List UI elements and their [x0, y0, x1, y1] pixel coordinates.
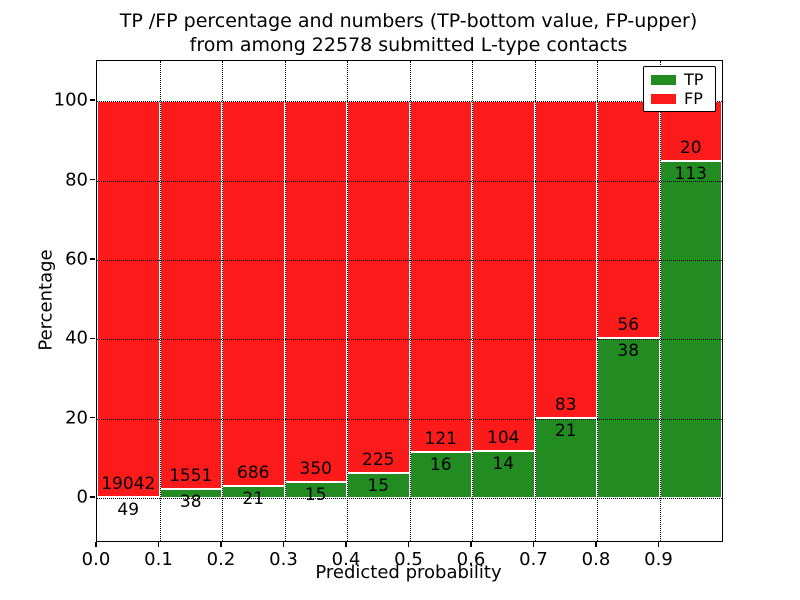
- gridline-v: [222, 61, 223, 541]
- y-tick-mark: [90, 178, 95, 181]
- gridline-v: [284, 61, 286, 541]
- gridline-v: [347, 61, 348, 541]
- fp-count-label: 686: [237, 463, 270, 484]
- fp-count-label: 56: [617, 314, 640, 335]
- x-tick-mark: [470, 542, 472, 547]
- x-tick-mark: [532, 542, 535, 547]
- x-tick-label: 0.1: [144, 549, 173, 570]
- fp-count-label: 1551: [169, 465, 213, 486]
- y-tick-label: 100: [53, 89, 88, 111]
- x-tick-mark: [345, 542, 347, 547]
- legend-label-fp: FP: [684, 89, 703, 108]
- legend-swatch-tp-icon: [651, 74, 676, 85]
- tp-count-label: 15: [304, 484, 327, 505]
- y-tick-mark: [90, 99, 95, 101]
- x-tick-mark: [220, 542, 222, 547]
- x-tick-label: 0.0: [81, 549, 111, 570]
- tp-count-label: 38: [179, 491, 202, 512]
- y-tick-mark: [90, 416, 95, 419]
- legend-label-tp: TP: [684, 70, 704, 89]
- tp-count-label: 15: [367, 476, 390, 497]
- gridline-v: [659, 61, 661, 541]
- y-tick-label: 40: [65, 327, 88, 349]
- gridline-v: [597, 61, 598, 541]
- chart-title-line1: TP /FP percentage and numbers (TP-bottom…: [119, 10, 698, 32]
- x-tick-label: 0.9: [644, 549, 673, 570]
- bar-tp-segment: [409, 451, 472, 499]
- y-tick-label: 0: [76, 486, 88, 508]
- bar-fp-segment: [159, 101, 222, 489]
- y-tick-label: 20: [65, 407, 88, 429]
- x-tick-label: 0.8: [581, 549, 611, 570]
- bar-fp-segment: [97, 101, 160, 498]
- bar-fp-segment: [222, 101, 285, 487]
- y-tick-mark: [90, 496, 95, 498]
- x-tick-mark: [95, 542, 97, 547]
- x-tick-mark: [595, 542, 597, 547]
- gridline-v: [409, 61, 411, 541]
- gridline-v: [472, 61, 473, 541]
- x-tick-label: 0.5: [394, 549, 423, 570]
- chart-title-line2: from among 22578 submitted L-type contac…: [189, 34, 628, 56]
- fp-count-label: 121: [424, 428, 457, 449]
- legend-entry-tp: TP: [651, 70, 715, 89]
- bars-layer: [97, 61, 722, 541]
- tp-count-label: 21: [242, 489, 265, 510]
- tp-count-label: 16: [429, 454, 452, 475]
- tp-count-label: 21: [554, 420, 577, 441]
- bar-tp-segment: [659, 160, 722, 499]
- bar-fp-segment: [597, 101, 660, 338]
- x-tick-label: 0.4: [331, 549, 361, 570]
- x-tick-label: 0.2: [206, 549, 236, 570]
- bar-fp-segment: [284, 101, 347, 482]
- grid-layer: [97, 61, 722, 541]
- bar-fp-segment: [409, 101, 472, 452]
- fp-count-label: 104: [487, 428, 520, 449]
- x-tick-label: 0.6: [456, 549, 486, 570]
- fp-count-label: 225: [362, 450, 395, 471]
- bar-fp-segment: [472, 101, 535, 452]
- bar-tp-segment: [534, 417, 597, 499]
- y-tick-mark: [90, 337, 95, 340]
- plot-area: 19042 49 1551 38 686 21 350 15 225 15 121 16 104 14 83…: [96, 60, 723, 542]
- x-tick-mark: [407, 542, 410, 547]
- x-axis-label: Predicted probability: [315, 562, 502, 583]
- bar-fp-segment: [347, 101, 410, 474]
- tp-count-label: 113: [674, 163, 707, 184]
- fp-count-label: 350: [299, 458, 332, 479]
- chart-title: TP /FP percentage and numbers (TP-bottom…: [96, 9, 721, 57]
- fp-count-label: 19042: [101, 474, 156, 495]
- legend-swatch-fp-icon: [651, 93, 676, 104]
- legend: TP FP: [643, 66, 716, 112]
- x-tick-mark: [157, 542, 160, 547]
- legend-entry-fp: FP: [651, 89, 715, 108]
- bar-tp-segment: [347, 473, 410, 499]
- y-tick-label: 60: [65, 248, 88, 270]
- gridline-v: [534, 61, 536, 541]
- annotations-layer: 19042 49 1551 38 686 21 350 15 225 15 121 16 104 14 83…: [97, 61, 722, 541]
- x-tick-label: 0.3: [269, 549, 298, 570]
- x-tick-mark: [282, 542, 285, 547]
- y-tick-mark: [90, 258, 95, 260]
- fp-count-label: 83: [554, 394, 577, 415]
- fp-count-label: 20: [679, 137, 702, 158]
- tp-count-label: 14: [492, 454, 515, 475]
- gridline-v: [159, 61, 161, 541]
- y-tick-label: 80: [65, 169, 88, 190]
- x-tick-label: 0.7: [519, 549, 548, 570]
- tp-count-label: 49: [117, 500, 140, 521]
- tp-count-label: 38: [617, 340, 640, 361]
- x-tick-mark: [657, 542, 660, 547]
